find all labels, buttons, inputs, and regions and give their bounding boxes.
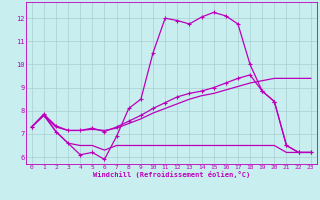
X-axis label: Windchill (Refroidissement éolien,°C): Windchill (Refroidissement éolien,°C) — [92, 171, 250, 178]
